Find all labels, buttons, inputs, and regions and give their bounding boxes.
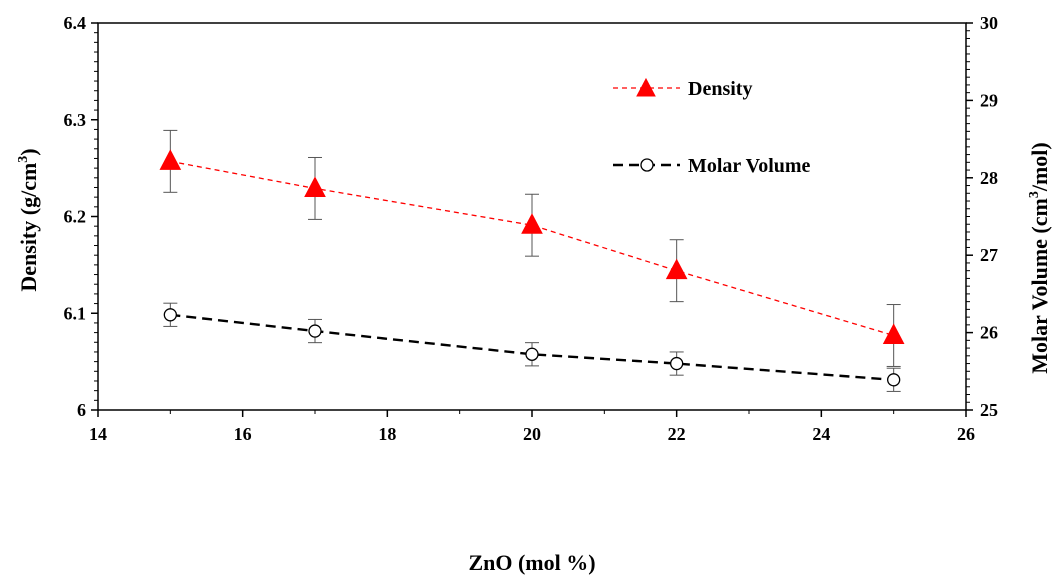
y-left-tick-label: 6.1 xyxy=(64,303,87,323)
density-point xyxy=(521,213,543,234)
y-axis-right-title: Molar Volume (cm3/mol) xyxy=(1027,142,1052,373)
x-axis-title: ZnO (mol %) xyxy=(468,550,595,575)
density-point xyxy=(882,323,905,345)
legend-molar-volume-label: Molar Volume xyxy=(688,155,811,177)
density-point xyxy=(665,258,688,280)
density-line xyxy=(170,160,894,337)
y-left-tick-label: 6.2 xyxy=(64,207,87,227)
molar-volume-point xyxy=(163,308,177,322)
legend-density-label: Density xyxy=(688,78,752,100)
molar-volume-line xyxy=(170,313,894,382)
molar-volume-point xyxy=(887,373,901,387)
density-point xyxy=(304,176,326,197)
x-tick-label: 18 xyxy=(378,424,396,444)
y-left-tick-label: 6.3 xyxy=(64,110,87,130)
y-right-tick-label: 27 xyxy=(980,245,998,265)
y-left-tick-label: 6.4 xyxy=(64,13,87,33)
x-tick-label: 26 xyxy=(957,424,975,444)
y-right-tick-label: 29 xyxy=(980,90,998,110)
legend: Density Molar Volume xyxy=(613,77,811,177)
x-tick-label: 22 xyxy=(668,424,686,444)
x-tick-label: 20 xyxy=(523,424,541,444)
y-left-tick-label: 6 xyxy=(77,400,86,420)
y-axis-left-title: Density (g/cm3) xyxy=(16,148,41,291)
legend-density-marker xyxy=(636,77,656,97)
y-right-tick-label: 25 xyxy=(980,400,998,420)
y-right-tick-label: 30 xyxy=(980,13,998,33)
legend-item-molar-volume: Molar Volume xyxy=(613,155,811,177)
molar-volume-point xyxy=(670,356,684,371)
legend-molar-volume-marker xyxy=(640,158,654,172)
x-tick-label: 16 xyxy=(234,424,252,444)
molar-volume-point xyxy=(525,347,539,361)
x-tick-label: 14 xyxy=(89,424,107,444)
legend-item-density: Density xyxy=(613,77,752,100)
y-right-tick-label: 28 xyxy=(980,168,998,188)
density-point xyxy=(159,149,182,170)
y-right-tick-label: 26 xyxy=(980,323,998,343)
molar-volume-point xyxy=(308,324,322,338)
x-tick-label: 24 xyxy=(812,424,830,444)
